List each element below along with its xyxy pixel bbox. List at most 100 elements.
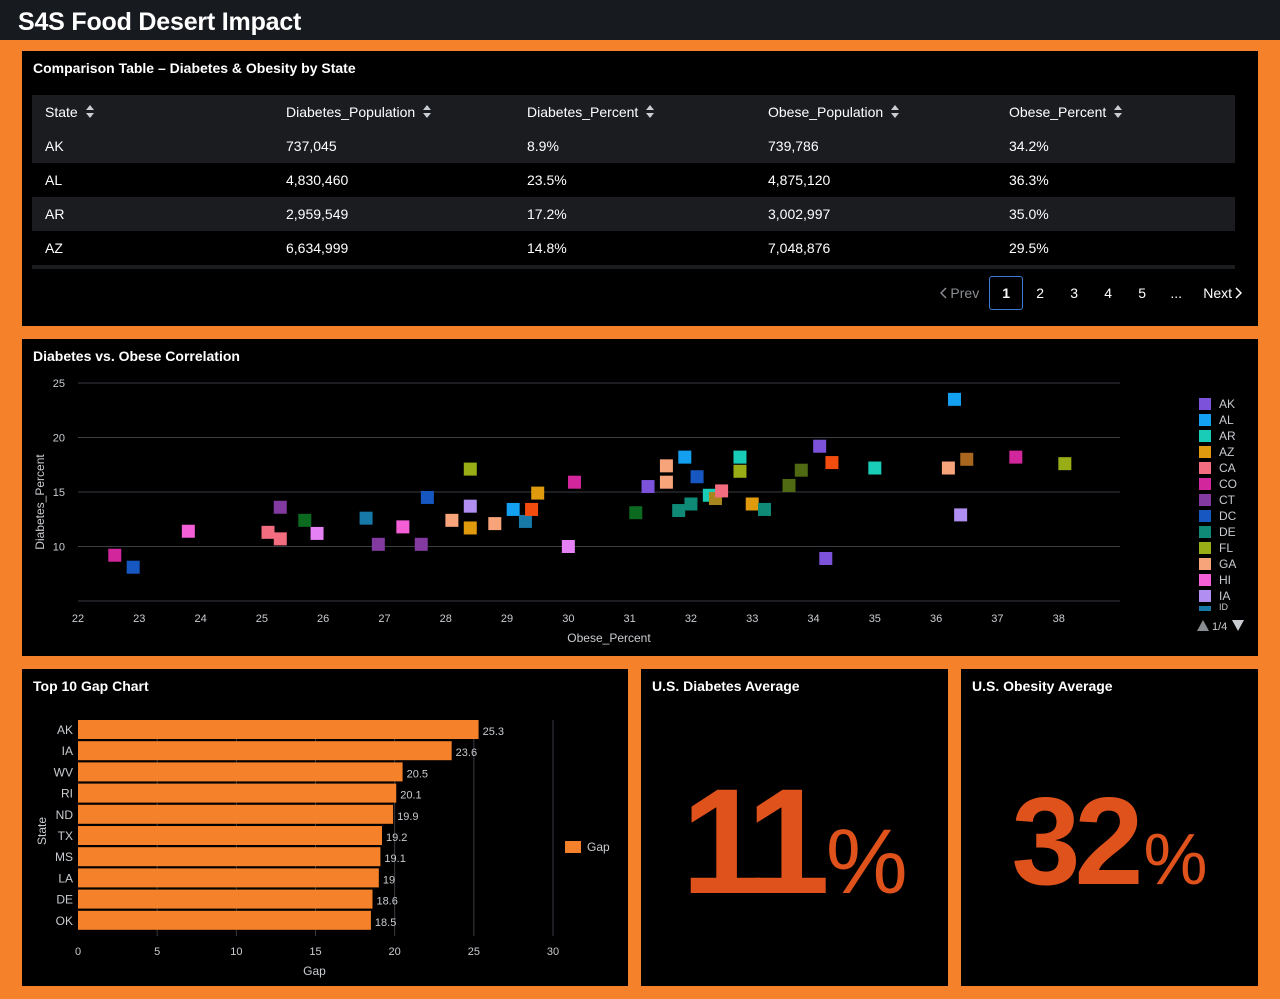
x-tick-label: 24 (194, 613, 206, 625)
data-point (794, 463, 808, 477)
data-point (414, 537, 428, 551)
x-tick-label: 27 (378, 613, 390, 625)
data-point (960, 452, 974, 466)
column-header-obese-population[interactable]: Obese_Population (755, 95, 996, 129)
x-tick-label: 10 (230, 946, 242, 958)
legend-label: AR (1219, 429, 1236, 443)
table-cell: AZ (32, 231, 273, 265)
legend-label: AL (1219, 413, 1234, 427)
data-point (733, 450, 747, 464)
legend-label: AZ (1219, 445, 1234, 459)
category-label: AK (57, 723, 73, 737)
column-header-state[interactable]: State (32, 95, 273, 129)
table-cell: 7,048,876 (755, 231, 996, 265)
category-label: TX (58, 829, 73, 843)
page-button-2[interactable]: 2 (1036, 285, 1045, 301)
legend-label: DC (1219, 509, 1237, 523)
x-tick-label: 23 (133, 613, 145, 625)
sort-icon[interactable] (85, 105, 94, 118)
table-cell: 23.5% (514, 163, 755, 197)
legend-prev-icon[interactable] (1197, 620, 1209, 631)
y-tick-label: 15 (53, 487, 65, 499)
data-point (659, 475, 673, 489)
sort-icon[interactable] (423, 105, 432, 118)
data-point (463, 499, 477, 513)
table-row: AK 737,045 8.9% 739,786 34.2% (32, 129, 1235, 163)
sort-icon[interactable] (1114, 105, 1123, 118)
x-tick-label: 32 (685, 613, 697, 625)
legend-swatch (1199, 510, 1211, 522)
data-point (126, 560, 140, 574)
legend-label: Gap (587, 840, 610, 854)
table-row: AR 2,959,549 17.2% 3,002,997 35.0% (32, 197, 1235, 231)
page-button-1[interactable]: 1 (989, 276, 1024, 310)
data-label: 18.6 (377, 896, 398, 908)
bar (78, 826, 382, 845)
data-label: 20.1 (400, 790, 421, 802)
data-label: 19 (383, 874, 395, 886)
legend-label: FL (1219, 541, 1233, 555)
legend-label: ID (1219, 602, 1229, 612)
data-point (445, 513, 459, 527)
data-point (868, 461, 882, 475)
table-cell: 8.9% (514, 129, 755, 163)
data-point (684, 497, 698, 511)
table-cell: 739,786 (755, 129, 996, 163)
legend-swatch (1199, 398, 1211, 410)
x-axis-title: Obese_Percent (567, 631, 651, 645)
legend-swatch (1199, 558, 1211, 570)
chevron-left-icon (940, 287, 947, 299)
data-point (420, 490, 434, 504)
data-label: 18.5 (375, 917, 396, 929)
legend-next-icon[interactable] (1232, 620, 1244, 631)
page-button-4[interactable]: 4 (1104, 285, 1113, 301)
data-point (396, 520, 410, 534)
data-point (690, 470, 704, 484)
legend-label: GA (1219, 557, 1236, 571)
bar (78, 889, 373, 909)
sort-icon[interactable] (646, 105, 655, 118)
table-cell: 3,002,997 (755, 197, 996, 231)
sort-icon[interactable] (891, 105, 900, 118)
scatter-panel: Diabetes vs. Obese Correlation 10 15 20 25 2… (22, 339, 1258, 656)
table-cell: 6,634,999 (273, 231, 514, 265)
data-point (782, 478, 796, 492)
next-page-button[interactable]: Next (1203, 276, 1242, 310)
column-header-diabetes-population[interactable]: Diabetes_Population (273, 95, 514, 129)
chevron-right-icon (1235, 287, 1242, 299)
bar (78, 762, 403, 782)
panel-title: Top 10 Gap Chart (33, 678, 149, 694)
x-tick-label: 35 (869, 613, 881, 625)
prev-page-button[interactable]: Prev (940, 276, 979, 310)
column-header-obese-percent[interactable]: Obese_Percent (996, 95, 1235, 129)
table-cell: 36.3% (996, 163, 1235, 197)
comparison-table-panel: Comparison Table – Diabetes & Obesity by… (22, 51, 1258, 326)
table-cell: 29.5% (996, 231, 1235, 265)
data-point (672, 504, 686, 518)
page-button-3[interactable]: 3 (1070, 285, 1079, 301)
column-header-diabetes-percent[interactable]: Diabetes_Percent (514, 95, 755, 129)
category-label: IA (62, 744, 73, 758)
page-button-5[interactable]: 5 (1138, 285, 1147, 301)
legend-swatch (1199, 446, 1211, 458)
data-point (733, 464, 747, 478)
obesity-average-value: 32% (1011, 773, 1208, 911)
x-tick-label: 30 (547, 946, 559, 958)
legend-label: CO (1219, 477, 1237, 491)
x-tick-label: 25 (468, 946, 480, 958)
x-tick-label: 29 (501, 613, 513, 625)
data-point (298, 513, 312, 527)
x-tick-label: 28 (440, 613, 452, 625)
data-point (273, 532, 287, 546)
bar (78, 847, 381, 867)
data-point (359, 511, 373, 525)
category-label: LA (58, 871, 73, 885)
category-label: WV (54, 765, 73, 779)
dashboard-header: S4S Food Desert Impact (0, 0, 1280, 40)
table-cell: 17.2% (514, 197, 755, 231)
table-scrollbar[interactable] (32, 265, 1235, 269)
diabetes-average-value: 11% (681, 757, 908, 925)
data-label: 19.9 (397, 811, 418, 823)
data-point (629, 506, 643, 520)
x-tick-label: 0 (75, 946, 81, 958)
